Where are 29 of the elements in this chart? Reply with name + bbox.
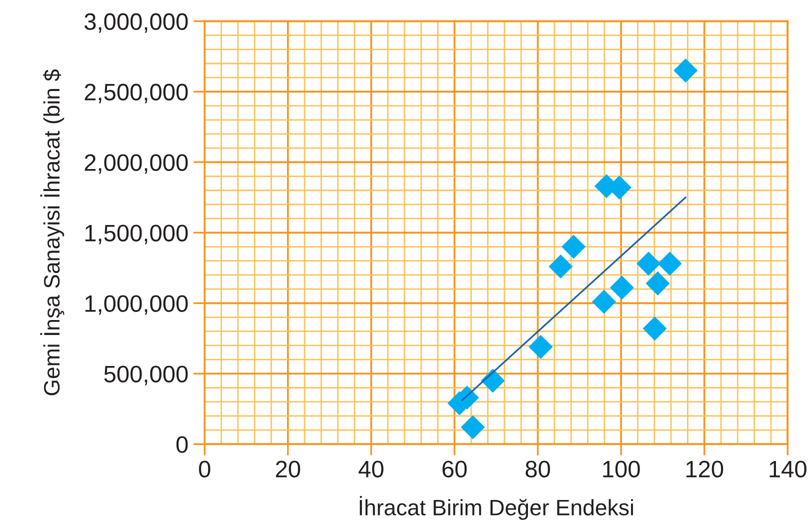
y-tick-label: 3,000,000 bbox=[84, 13, 188, 33]
y-tick-label: 2,000,000 bbox=[84, 154, 188, 174]
x-tick-label: 0 bbox=[198, 460, 210, 478]
y-axis-title: Gemi İnşa Sanayisi İhracat (bin $ bbox=[40, 69, 64, 396]
x-tick-label: 100 bbox=[603, 460, 640, 478]
x-tick-label: 20 bbox=[276, 460, 300, 478]
point bbox=[592, 290, 616, 314]
x-axis-title: İhracat Birim Değer Endeksi bbox=[360, 496, 633, 520]
y-tick-label: 1,500,000 bbox=[85, 224, 188, 244]
point bbox=[646, 271, 670, 296]
point bbox=[674, 58, 698, 83]
x-tick-label: 120 bbox=[686, 460, 724, 478]
point bbox=[658, 252, 682, 276]
x-tick-label: 140 bbox=[770, 460, 806, 478]
y-tick-label: 0 bbox=[176, 436, 188, 453]
y-tick-label: 2,500,000 bbox=[84, 84, 188, 104]
point bbox=[636, 252, 661, 276]
x-tick-label: 80 bbox=[526, 460, 550, 478]
x-tick-label: 40 bbox=[358, 460, 384, 478]
point bbox=[562, 234, 586, 259]
point bbox=[528, 334, 553, 359]
point bbox=[642, 316, 667, 341]
point bbox=[610, 276, 634, 300]
y-tick-label: 500,000 bbox=[104, 366, 188, 386]
point bbox=[548, 254, 573, 279]
y-tick-label: 1,000,000 bbox=[85, 295, 188, 315]
point bbox=[480, 368, 505, 393]
x-tick-label: 60 bbox=[442, 460, 467, 478]
point bbox=[460, 415, 485, 440]
